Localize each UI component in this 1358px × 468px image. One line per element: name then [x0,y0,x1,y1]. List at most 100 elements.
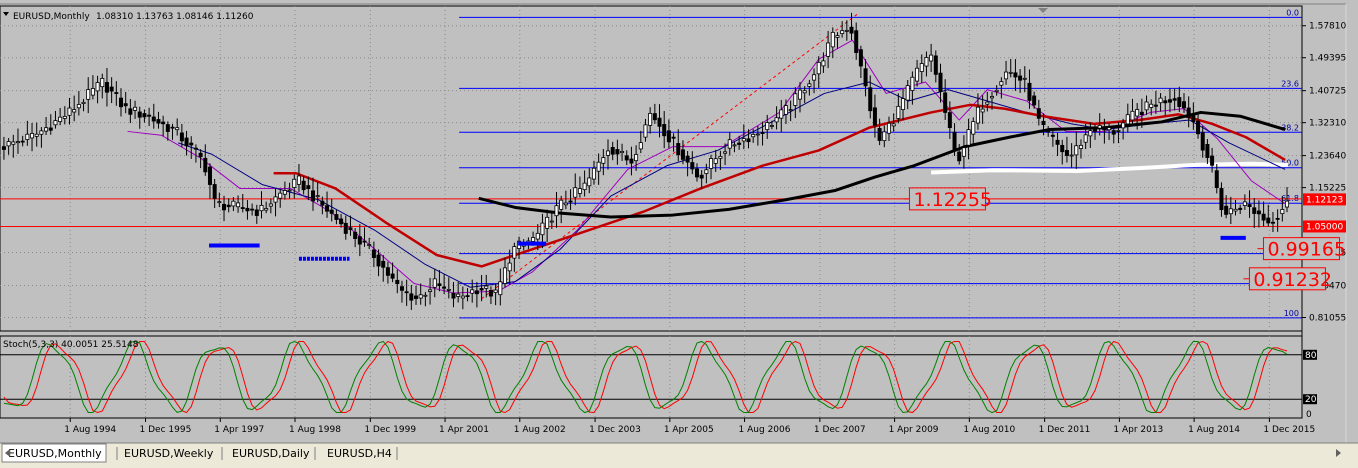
candle-body [807,83,812,87]
candle-body [559,199,564,210]
candle-body [774,117,779,123]
candle-body [1252,207,1257,214]
candles [1,12,1290,310]
candle-body [549,220,554,223]
stochastic-lines [0,340,1302,414]
candle-body [161,121,166,125]
candle-body [1107,127,1112,131]
white-band [931,161,1289,175]
scroll-left-icon[interactable] [5,449,10,457]
candle-body [184,137,189,147]
candle-body [591,167,596,180]
price-tag [1303,220,1346,233]
candle-body [924,57,929,67]
candle-body [175,127,180,131]
time-tick-label: 1 Apr 2013 [1113,425,1163,435]
candle-body [966,129,971,146]
candle-body [760,132,765,134]
candle-body [812,74,817,81]
svg-text:EURUSD,Monthly: EURUSD,Monthly [8,447,102,460]
candle-body [638,142,643,150]
candle-body [620,150,625,154]
candle-body [680,149,685,160]
candle-body [901,98,906,110]
stoch-level-tag [1303,394,1317,405]
candle-body [1135,109,1140,117]
candle-body [1191,113,1196,122]
candle-body [741,138,746,142]
candle-body [20,140,25,143]
candle-body [1018,75,1023,81]
triangle-down-icon[interactable] [3,12,9,16]
candle-body [1172,98,1177,101]
candle-body [1064,150,1069,156]
candle-body [573,187,578,198]
candle-body [1,146,6,150]
candle-body [830,31,835,48]
tab-eurusd-monthly[interactable]: EURUSD,Monthly [1,443,107,463]
candle-body [961,147,966,157]
candle-body [465,295,470,298]
price-pane[interactable] [0,5,1303,332]
shift-marker-icon[interactable] [1038,8,1048,13]
candle-body [512,246,517,259]
candle-body [1238,207,1243,210]
candle-body [1210,155,1215,166]
tab-eurusd-weekly[interactable]: EURUSD,Weekly [116,447,214,460]
time-tick-label: 1 Apr 2005 [664,425,714,435]
symbol-header: EURUSD,Monthly 1.08310 1.13763 1.08146 1… [3,12,254,22]
candle-body [470,289,475,294]
candle-body [395,279,400,285]
candle-body [488,290,493,297]
candle-body [568,200,573,203]
candle-body [835,35,840,38]
candle-body [320,200,325,206]
time-tick-label: 1 Apr 2009 [889,425,939,435]
stochastic-pane[interactable] [0,335,1303,419]
time-tick-label: 1 Dec 1995 [140,425,192,435]
price-tick-label: 1.32310 [1309,119,1346,129]
candle-body [709,158,714,169]
candle-body [1004,71,1009,80]
candle-body [816,61,821,75]
candle-body [779,109,784,119]
candle-body [938,72,943,92]
horizontal-scrollbar[interactable] [5,449,1341,457]
candle-body [72,109,77,113]
candle-body [165,124,170,132]
time-tick-label: 1 Apr 1997 [214,425,264,435]
candle-body [634,154,639,162]
candle-body [596,161,601,172]
candle-body [891,123,896,127]
symbol-title: EURUSD,Monthly [13,12,90,22]
candle-body [718,155,723,159]
candle-body [732,144,737,147]
candle-body [1177,97,1182,107]
candle-body [348,227,353,231]
trend-line [481,13,859,300]
tab-eurusd-h4[interactable]: EURUSD,H4 [314,447,398,460]
candle-body [423,294,428,297]
candle-body [67,107,72,116]
candle-body [915,67,920,82]
candle-body [1130,110,1135,121]
price-tick-label: 1.49395 [1309,54,1346,64]
candle-body [882,131,887,142]
candle-body [226,204,231,208]
scroll-right-icon[interactable] [1336,449,1341,457]
candle-body [1261,213,1266,221]
candle-body [1111,130,1116,135]
candle-body [783,105,788,115]
candle-body [119,97,124,108]
candle-body [484,285,489,289]
candle-body [203,157,208,173]
candle-body [1055,139,1060,145]
candle-body [58,116,63,123]
candle-body [114,92,119,94]
candle-body [1069,154,1074,157]
tab-eurusd-daily[interactable]: EURUSD,Daily [221,447,310,460]
candle-body [919,63,924,72]
candle-body [44,127,49,132]
